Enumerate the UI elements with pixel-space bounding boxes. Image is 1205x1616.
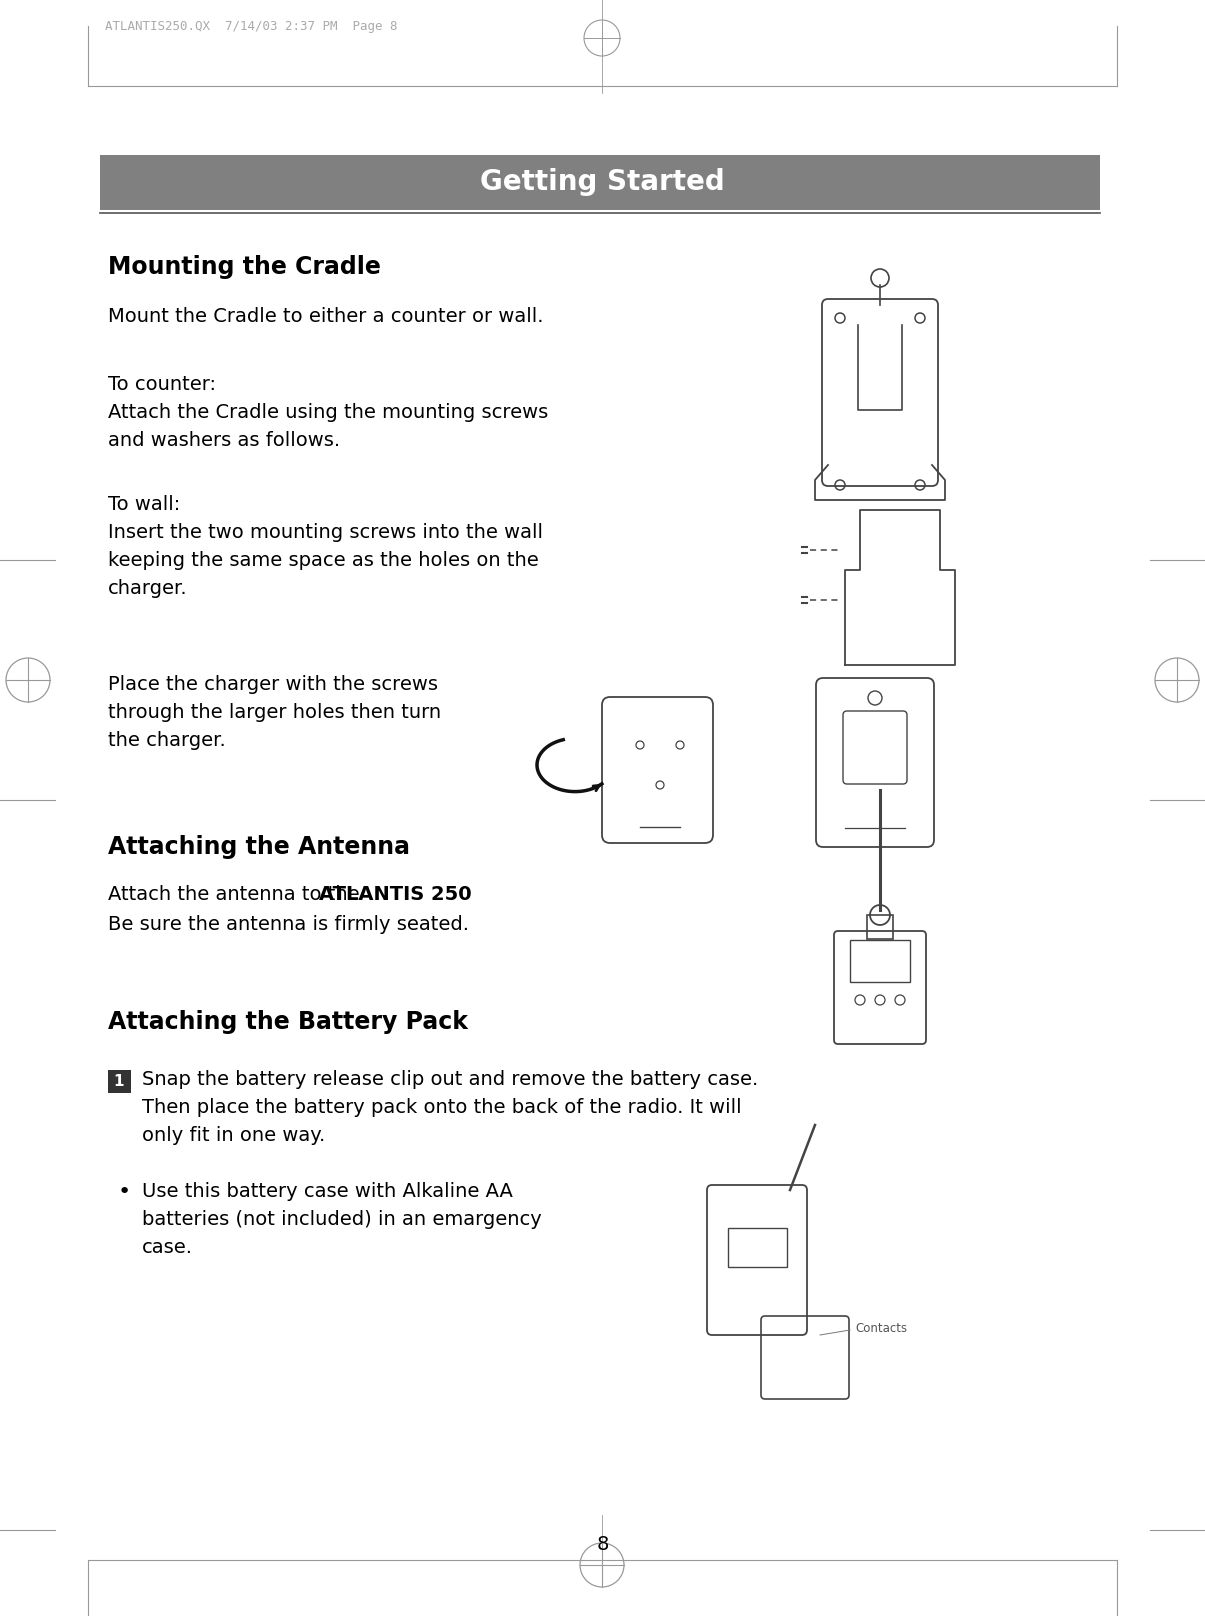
Text: ATLANTIS250.QX  7/14/03 2:37 PM  Page 8: ATLANTIS250.QX 7/14/03 2:37 PM Page 8 xyxy=(105,19,398,32)
Text: Attaching the Antenna: Attaching the Antenna xyxy=(108,835,410,860)
Text: Place the charger with the screws
through the larger holes then turn
the charger: Place the charger with the screws throug… xyxy=(108,675,441,750)
Text: Be sure the antenna is firmly seated.: Be sure the antenna is firmly seated. xyxy=(108,915,469,934)
FancyBboxPatch shape xyxy=(107,1070,130,1092)
Text: Snap the battery release clip out and remove the battery case.
Then place the ba: Snap the battery release clip out and re… xyxy=(142,1070,758,1146)
Text: ATLANTIS 250: ATLANTIS 250 xyxy=(318,886,471,903)
Text: To counter:: To counter: xyxy=(108,375,216,394)
Text: •: • xyxy=(118,1181,131,1202)
Text: 8: 8 xyxy=(596,1535,609,1555)
Text: Attach the antenna to the: Attach the antenna to the xyxy=(108,886,366,903)
Text: Mount the Cradle to either a counter or wall.: Mount the Cradle to either a counter or … xyxy=(108,307,543,326)
Text: 1: 1 xyxy=(113,1073,124,1089)
Text: .: . xyxy=(433,886,439,903)
Text: Use this battery case with Alkaline AA
batteries (not included) in an emargency
: Use this battery case with Alkaline AA b… xyxy=(142,1181,542,1257)
FancyBboxPatch shape xyxy=(100,155,1100,210)
Text: Attaching the Battery Pack: Attaching the Battery Pack xyxy=(108,1010,468,1034)
Text: Attach the Cradle using the mounting screws
and washers as follows.: Attach the Cradle using the mounting scr… xyxy=(108,402,548,449)
Text: To wall:: To wall: xyxy=(108,494,181,514)
Text: Getting Started: Getting Started xyxy=(480,168,725,197)
Text: Insert the two mounting screws into the wall
keeping the same space as the holes: Insert the two mounting screws into the … xyxy=(108,524,543,598)
Text: Contacts: Contacts xyxy=(856,1322,907,1335)
Text: Mounting the Cradle: Mounting the Cradle xyxy=(108,255,381,280)
